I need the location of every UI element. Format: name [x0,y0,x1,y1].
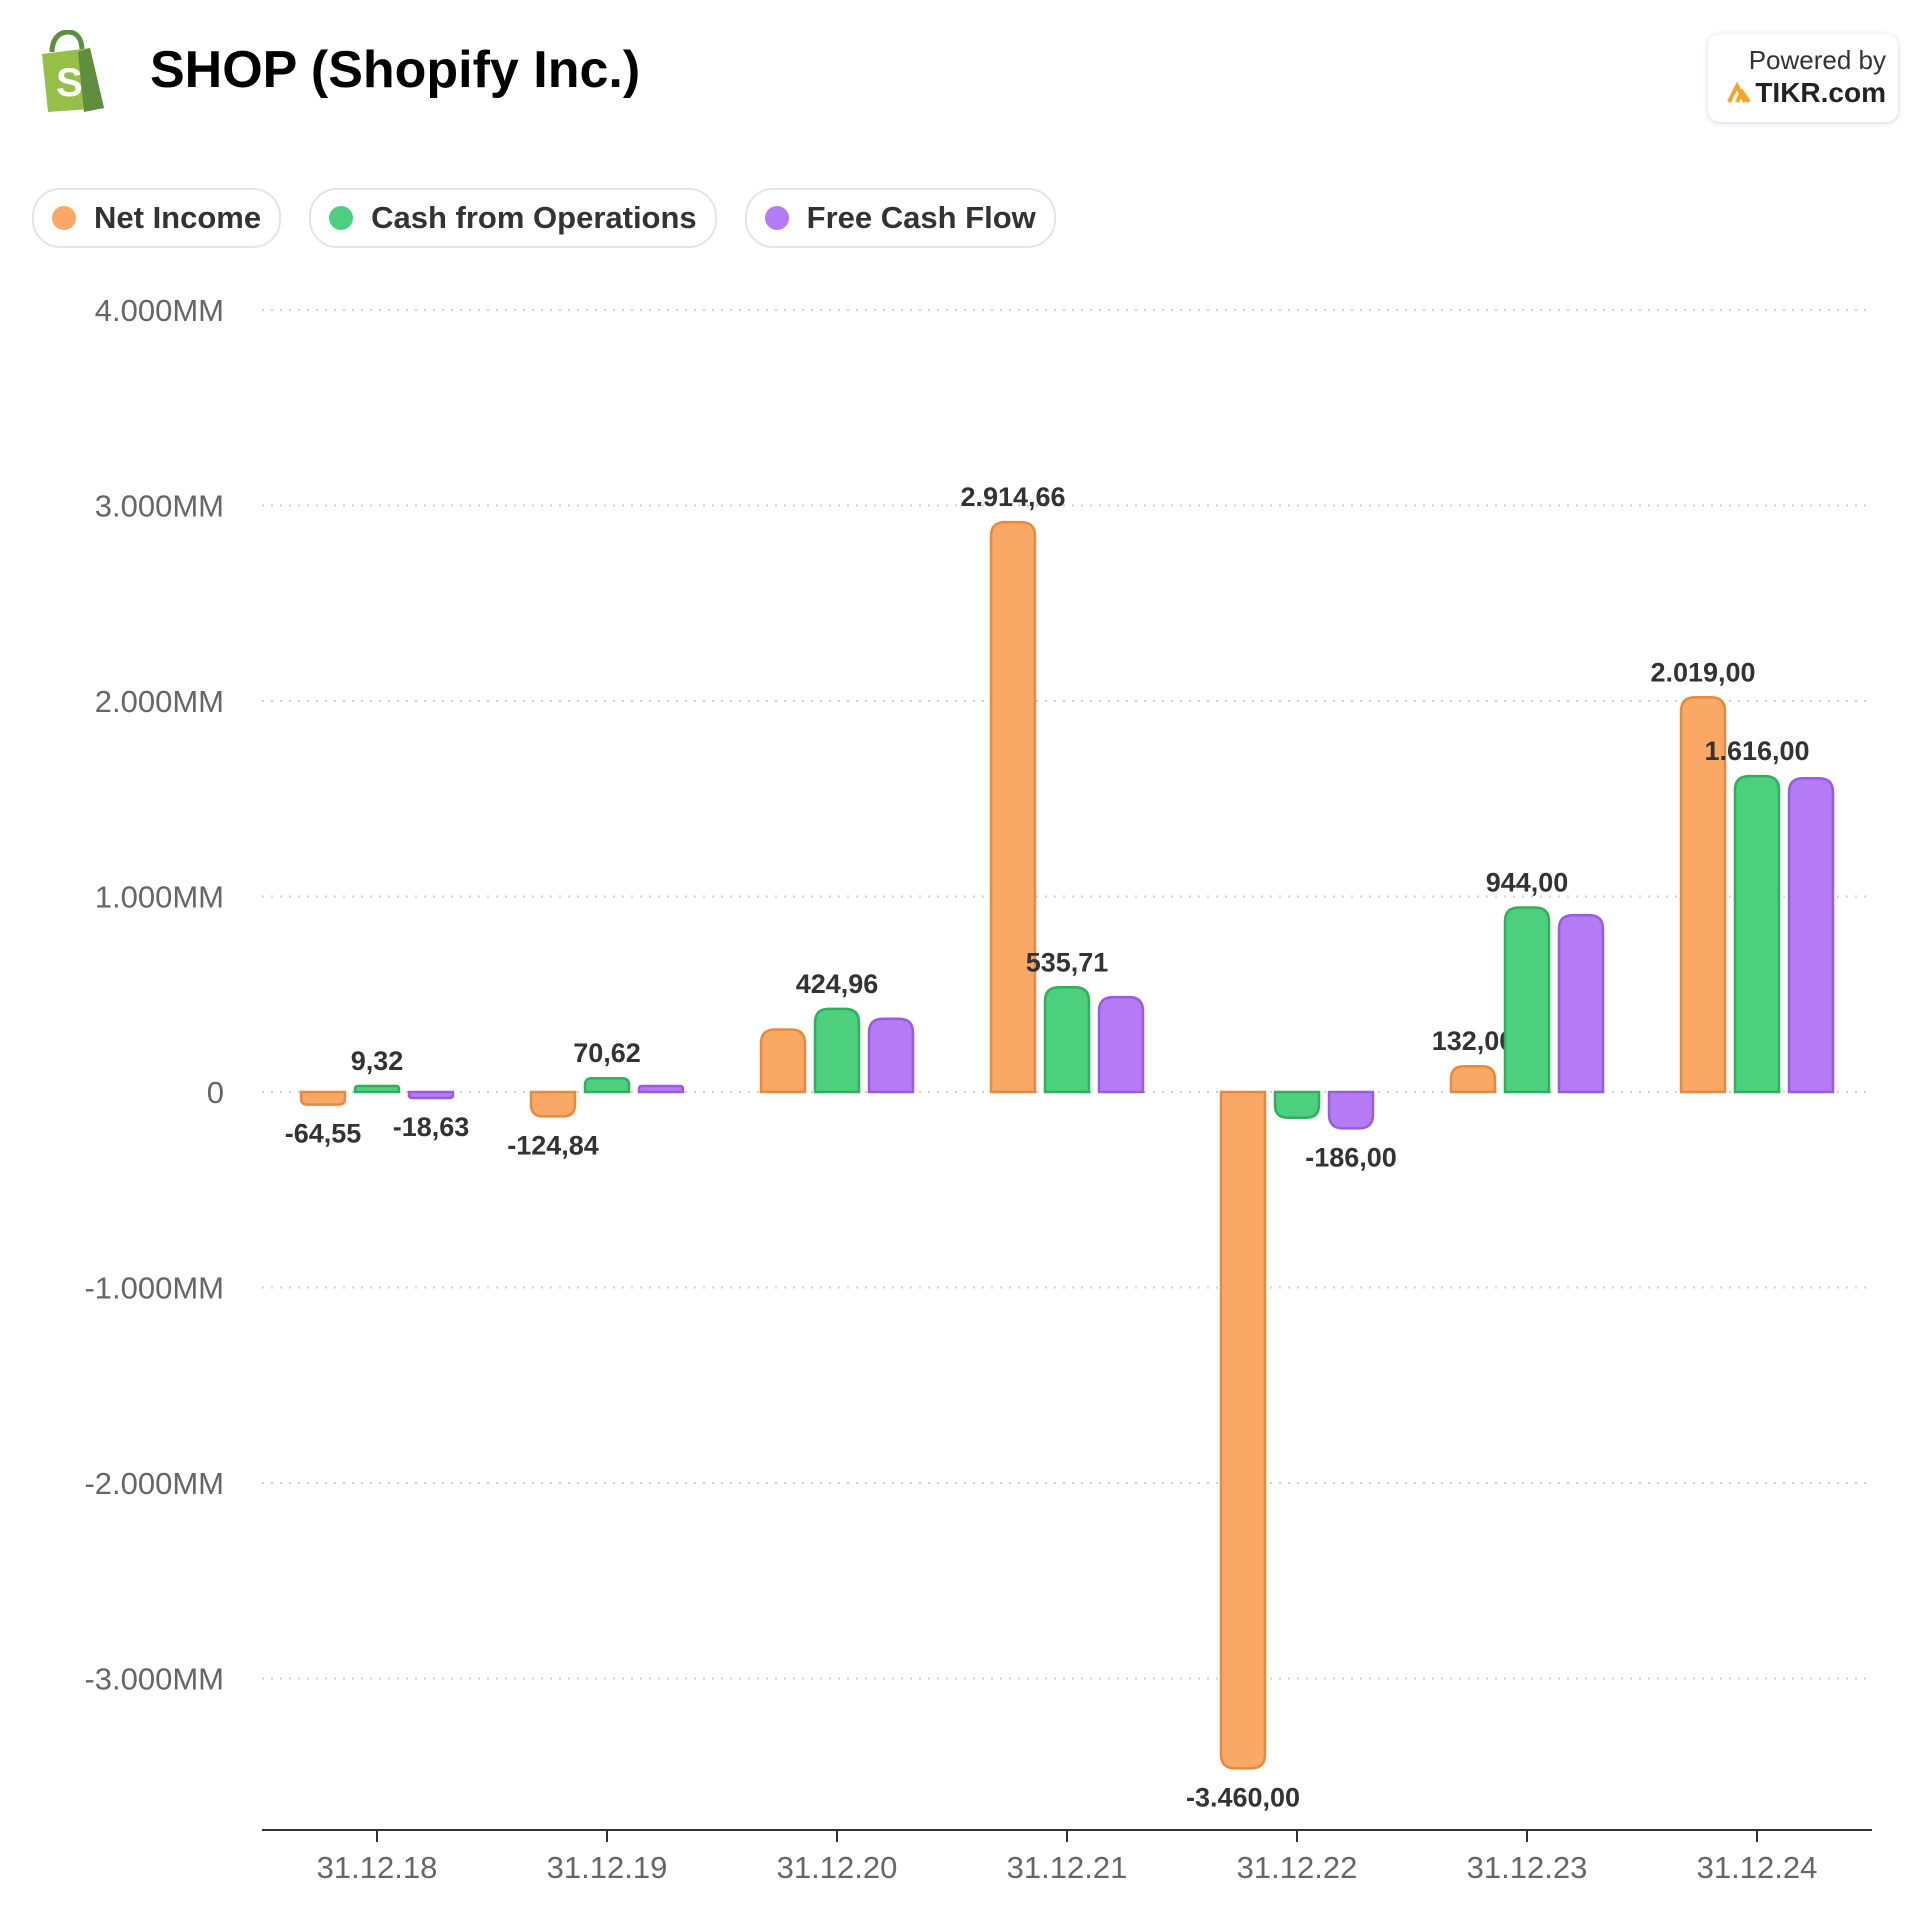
bar-cfo [1273,1090,1321,1120]
bar-fcf [1097,995,1145,1094]
data-label: -64,55 [285,1119,362,1149]
bar-fcf [407,1090,455,1100]
svg-text:S: S [56,61,83,105]
x-tick-label: 31.12.20 [777,1850,898,1885]
page-title: SHOP (Shopify Inc.) [150,41,641,99]
legend-item-free-cash-flow[interactable]: Free Cash Flow [744,188,1056,248]
x-tick-label: 31.12.22 [1237,1850,1358,1885]
tikr-logo-icon [1727,82,1751,104]
data-label: 1.616,00 [1704,736,1809,766]
y-tick-label: -2.000MM [84,1466,224,1501]
bar-fcf [1557,913,1605,1094]
bar-fcf [867,1017,915,1094]
y-tick-label: -3.000MM [84,1662,224,1697]
y-tick-label: 3.000MM [95,489,224,524]
legend-label-free-cash-flow: Free Cash Flow [806,200,1036,235]
data-label: 424,96 [796,969,879,999]
bar-net_income [759,1028,807,1094]
y-tick-label: 0 [207,1075,224,1110]
bar-net_income [1219,1090,1267,1770]
bar-cfo [583,1076,631,1094]
bar-cfo [1503,906,1551,1094]
data-label: 2.914,66 [960,482,1065,512]
bar-fcf [1327,1090,1375,1130]
data-label: -3.460,00 [1186,1782,1300,1812]
bar-net_income [1679,696,1727,1094]
data-label: 535,71 [1026,947,1109,977]
x-tick-label: 31.12.21 [1007,1850,1128,1885]
bar-cfo [1043,986,1091,1094]
legend-dot-cash-from-operations [329,206,354,230]
data-label: 944,00 [1486,867,1569,897]
data-label: 9,32 [351,1046,404,1076]
powered-by-badge[interactable]: Powered by TIKR.com [1708,34,1898,122]
powered-by-brand-text: TIKR.com [1755,77,1886,108]
legend-item-net-income[interactable]: Net Income [32,188,282,248]
bar-net_income [989,520,1037,1094]
y-tick-label: -1.000MM [84,1271,224,1306]
legend-label-net-income: Net Income [94,200,262,235]
data-label: -186,00 [1305,1142,1397,1172]
powered-by-brand[interactable]: TIKR.com [1727,76,1886,110]
chart-legend: Net Income Cash from Operations Free Cas… [32,188,1056,248]
x-tick-label: 31.12.24 [1697,1850,1818,1885]
bar-net_income [299,1090,347,1106]
y-tick-label: 4.000MM [95,293,224,328]
bar-fcf [637,1084,685,1094]
bar-fcf [1787,776,1835,1094]
bar-cfo [813,1007,861,1094]
y-tick-label: 2.000MM [95,684,224,719]
x-tick-label: 31.12.23 [1467,1850,1588,1885]
bar-cfo [1733,774,1781,1094]
data-label: 132,00 [1432,1026,1515,1056]
powered-by-label: Powered by [1748,45,1886,75]
legend-dot-net-income [52,206,76,230]
x-tick-label: 31.12.19 [547,1850,668,1885]
data-label: 2.019,00 [1650,657,1755,687]
x-tick-label: 31.12.18 [317,1850,438,1885]
bar-net_income [529,1090,577,1118]
bar-net_income [1449,1064,1497,1094]
bar-cfo [353,1084,401,1094]
legend-dot-free-cash-flow [764,206,789,230]
legend-label-cash-from-operations: Cash from Operations [371,200,697,235]
y-tick-label: 1.000MM [95,880,224,915]
data-label: -18,63 [393,1112,470,1142]
legend-item-cash-from-operations[interactable]: Cash from Operations [309,188,717,248]
data-label: -124,84 [507,1130,599,1160]
data-label: 70,62 [573,1038,641,1068]
shopify-bag-icon: S [42,30,104,112]
